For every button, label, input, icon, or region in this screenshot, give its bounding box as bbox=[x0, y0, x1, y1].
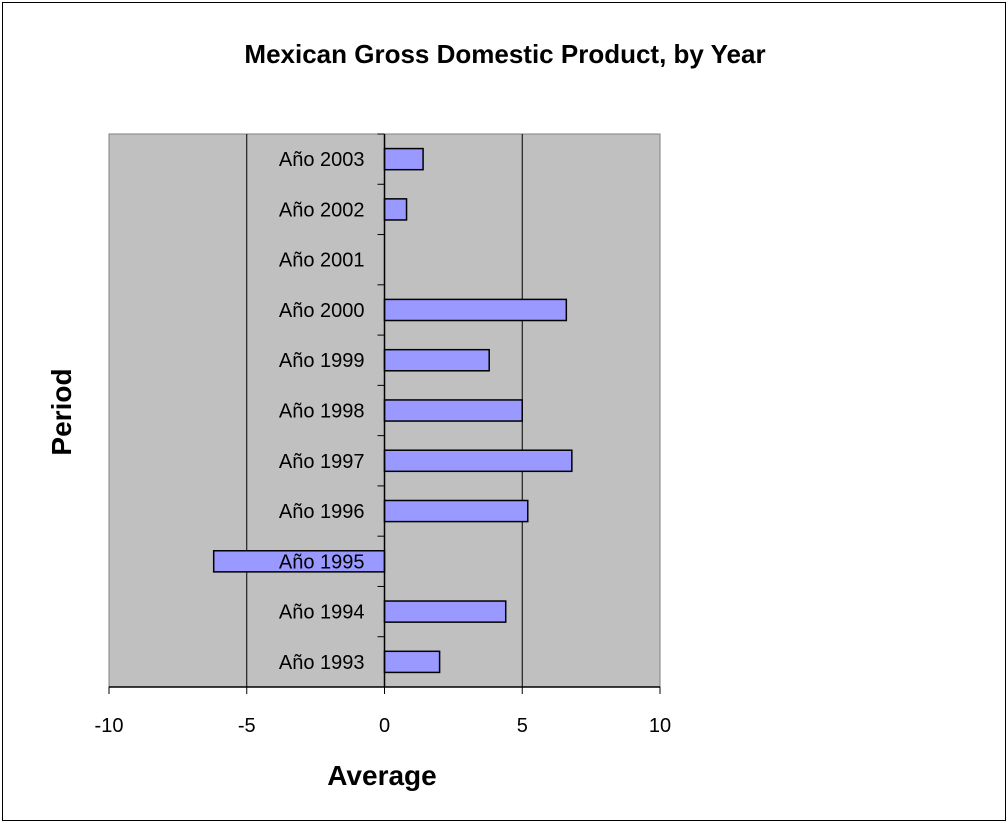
bar-6 bbox=[383, 348, 490, 372]
bar-5 bbox=[383, 399, 523, 422]
category-label-1: Año 1994 bbox=[279, 602, 365, 624]
y-axis-label: Period bbox=[46, 368, 77, 456]
bar-10 bbox=[383, 147, 424, 171]
category-label-3: Año 1996 bbox=[279, 501, 365, 523]
tick-labels: -10 -5 0 5 10 bbox=[95, 715, 672, 737]
category-label-5: Año 1998 bbox=[279, 401, 365, 423]
chart-title: Mexican Gross Domestic Product, by Year bbox=[244, 39, 766, 69]
category-label-6: Año 1999 bbox=[279, 350, 365, 372]
bar-4 bbox=[383, 449, 573, 473]
bars bbox=[212, 147, 573, 674]
x-tick-label-4: 10 bbox=[649, 715, 671, 737]
category-label-4: Año 1997 bbox=[279, 451, 365, 473]
category-labels: Año 1993 Año 1994 Año 1995 Año 1996 Año 1997… bbox=[279, 149, 365, 674]
category-label-0: Año 1993 bbox=[279, 652, 365, 674]
category-label-7: Año 2000 bbox=[279, 300, 365, 322]
bar-1 bbox=[383, 600, 507, 623]
category-label-10: Año 2003 bbox=[279, 149, 365, 171]
x-tick-label-1: -5 bbox=[238, 715, 256, 737]
x-axis-label: Average bbox=[327, 760, 437, 791]
axes bbox=[108, 133, 661, 694]
category-label-9: Año 2002 bbox=[279, 199, 365, 221]
bar-0 bbox=[383, 650, 441, 674]
category-label-8: Año 2001 bbox=[279, 250, 365, 272]
bar-9 bbox=[383, 198, 408, 221]
bar-3 bbox=[383, 499, 529, 523]
bar-7 bbox=[383, 298, 568, 322]
x-tick-label-3: 5 bbox=[517, 715, 528, 737]
x-tick-label-0: -10 bbox=[95, 715, 124, 737]
category-label-2: Año 1995 bbox=[279, 551, 365, 573]
x-tick-label-2: 0 bbox=[379, 715, 390, 737]
